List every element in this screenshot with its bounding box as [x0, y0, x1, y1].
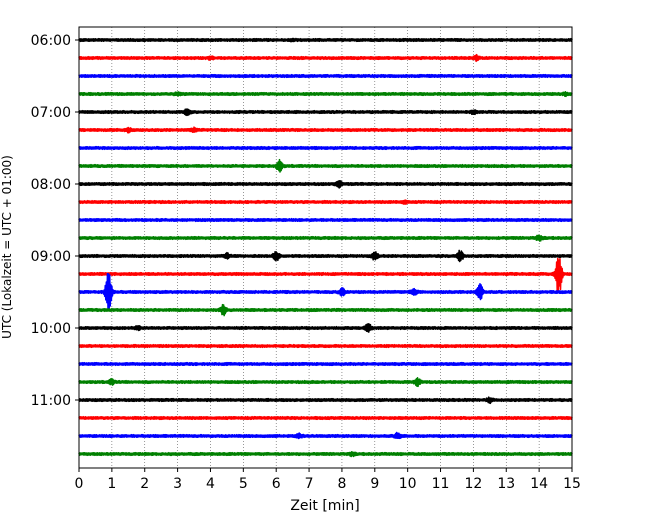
y-tick-label: 08:00	[31, 177, 71, 193]
y-tick-label: 11:00	[31, 393, 71, 409]
seismic-trace	[78, 450, 573, 458]
x-tick-label: 5	[239, 476, 248, 492]
seismic-trace	[78, 37, 573, 43]
y-tick-label: 10:00	[31, 321, 71, 337]
seismic-trace	[78, 108, 573, 117]
seismic-trace	[78, 361, 573, 367]
x-tick-label: 15	[563, 476, 581, 492]
seismic-trace	[78, 415, 573, 421]
x-tick-label: 7	[305, 476, 314, 492]
seismic-trace	[78, 303, 573, 317]
x-tick-label: 6	[272, 476, 281, 492]
seismic-trace	[78, 145, 573, 151]
seismic-trace	[78, 53, 573, 63]
seismic-trace	[78, 73, 573, 79]
seismic-trace	[78, 158, 573, 173]
x-tick-label: 8	[337, 476, 346, 492]
x-tick-label: 10	[399, 476, 417, 492]
x-tick-label: 11	[432, 476, 450, 492]
seismic-trace	[78, 322, 573, 333]
seismic-trace	[78, 234, 573, 242]
x-tick-label: 1	[107, 476, 116, 492]
x-tick-label: 0	[75, 476, 84, 492]
seismic-trace	[78, 126, 573, 134]
plot-frame	[78, 26, 573, 469]
y-tick-label: 06:00	[31, 33, 71, 49]
seismic-trace	[78, 377, 573, 388]
seismic-trace	[78, 91, 573, 98]
y-axis-label: UTC (Lokalzeit = UTC + 01:00)	[0, 155, 14, 339]
x-tick-label: 4	[206, 476, 215, 492]
seismic-trace	[78, 272, 573, 311]
y-tick-label: 07:00	[31, 105, 71, 121]
x-tick-label: 2	[140, 476, 149, 492]
x-axis: 0 1 2 3 4 5 6 7 8 9 10 11 12 13 14 15	[75, 468, 581, 492]
seismic-trace	[78, 180, 573, 189]
x-tick-label: 12	[464, 476, 482, 492]
y-axis: 06:00 07:00 08:00 09:00 10:00 11:00	[31, 33, 79, 409]
seismic-trace	[78, 217, 573, 223]
seismic-trace	[78, 199, 573, 205]
trace-lines	[78, 37, 573, 458]
seismic-trace	[78, 249, 573, 263]
seismic-trace	[78, 431, 573, 440]
x-tick-label: 13	[497, 476, 515, 492]
y-tick-label: 09:00	[31, 249, 71, 265]
x-axis-label: Zeit [min]	[290, 498, 359, 514]
seismic-trace	[78, 343, 573, 349]
seismic-trace	[78, 257, 573, 292]
x-tick-label: 9	[370, 476, 379, 492]
x-tick-label: 3	[173, 476, 182, 492]
seismic-trace	[78, 396, 573, 405]
x-tick-label: 14	[530, 476, 548, 492]
